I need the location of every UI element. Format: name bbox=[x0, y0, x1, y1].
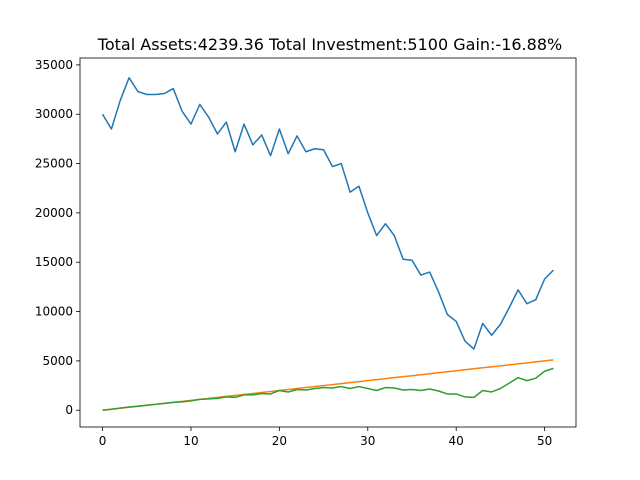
series-line-1 bbox=[101, 76, 554, 350]
x-tick-label: 0 bbox=[99, 434, 107, 448]
y-tick-label: 35000 bbox=[35, 58, 73, 72]
x-tick-label: 40 bbox=[449, 434, 464, 448]
x-tick-label: 10 bbox=[183, 434, 198, 448]
x-tick-label: 50 bbox=[537, 434, 552, 448]
x-tick-label: 20 bbox=[272, 434, 287, 448]
y-tick-label: 10000 bbox=[35, 305, 73, 319]
y-tick-label: 20000 bbox=[35, 206, 73, 220]
axes-frame bbox=[79, 57, 577, 428]
y-tick-label: 5000 bbox=[42, 354, 73, 368]
y-tick-label: 30000 bbox=[35, 107, 73, 121]
chart-title: Total Assets:4239.36 Total Investment:51… bbox=[97, 35, 562, 54]
series-line-3 bbox=[102, 367, 554, 411]
series-layer bbox=[101, 76, 554, 411]
y-tick-label: 0 bbox=[65, 403, 73, 417]
y-tick-label: 25000 bbox=[35, 157, 73, 171]
axes-layer: 0 10 20 30 40 50 0 5000 10000 15000 20000 25000 3000… bbox=[35, 57, 577, 448]
x-tick-label: 30 bbox=[360, 434, 375, 448]
y-tick-label: 15000 bbox=[35, 255, 73, 269]
